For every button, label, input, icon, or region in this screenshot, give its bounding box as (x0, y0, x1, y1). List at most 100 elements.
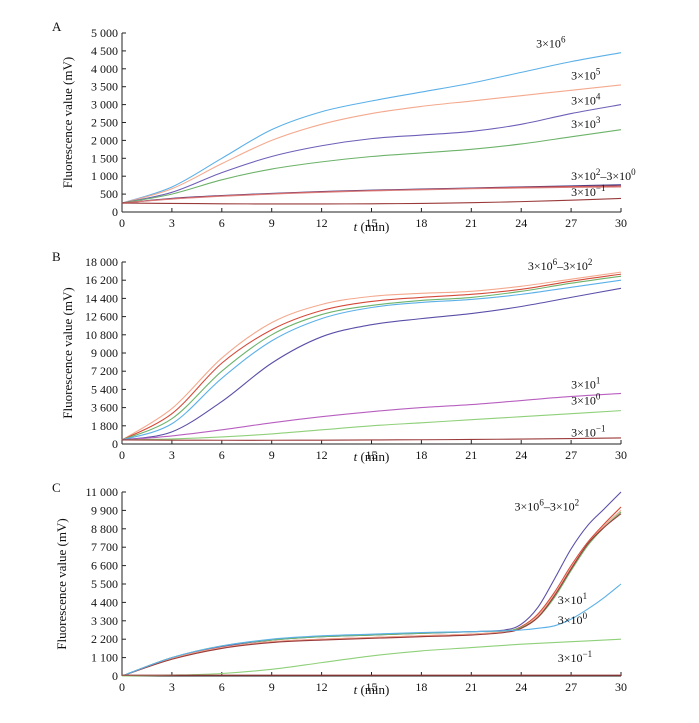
x-tick-label: 27 (565, 680, 577, 694)
series-line-6 (121, 392, 622, 441)
y-tick-label: 5 000 (91, 26, 118, 40)
x-tick-label: 24 (515, 680, 527, 694)
y-tick-label: 14 400 (85, 291, 118, 305)
y-tick-label: 3 000 (91, 98, 118, 112)
y-tick-label: 3 300 (91, 614, 118, 628)
x-tick-label: 9 (269, 216, 275, 230)
y-tick-label: 500 (100, 187, 118, 201)
y-axis-label: Fluorescence value (mV) (60, 287, 75, 418)
series-annotation-4: 3×10−1 (571, 423, 605, 439)
series-annotation-2: 3×105 (571, 67, 601, 83)
y-tick-label: 2 500 (91, 116, 118, 130)
x-tick-label: 24 (515, 448, 527, 462)
series-annotation-2: 3×101 (558, 591, 587, 607)
y-tick-label: 2 000 (91, 133, 118, 147)
x-tick-label: 15 (366, 448, 378, 462)
x-tick-label: 9 (269, 448, 275, 462)
x-axis-label: t (min) (354, 682, 390, 697)
y-tick-label: 16 200 (85, 273, 118, 287)
y-tick-label: 7 700 (91, 540, 118, 554)
x-tick-label: 18 (415, 448, 427, 462)
x-tick-label: 0 (119, 680, 125, 694)
series-line-4 (121, 279, 622, 441)
series-line-3 (121, 104, 622, 204)
x-tick-label: 9 (269, 680, 275, 694)
y-tick-label: 3 500 (91, 80, 118, 94)
series-line-3 (121, 275, 622, 441)
x-tick-label: 30 (615, 680, 627, 694)
x-tick-label: 18 (415, 216, 427, 230)
series-line-5 (121, 287, 622, 441)
series-line-7 (121, 638, 622, 677)
series-annotation-3: 3×100 (558, 611, 588, 627)
y-tick-label: 4 400 (91, 595, 118, 609)
x-axis-label: t (min) (354, 219, 390, 234)
y-tick-label: 8 800 (91, 522, 118, 536)
series-annotation-3: 3×100 (571, 392, 601, 408)
x-tick-label: 12 (316, 448, 328, 462)
series-line-8 (121, 437, 622, 441)
x-tick-label: 3 (169, 680, 175, 694)
y-tick-label: 18 000 (85, 255, 118, 269)
x-tick-label: 18 (415, 680, 427, 694)
y-axis-label: Fluorescence value (mV) (60, 57, 75, 188)
panel-letter: B (52, 249, 61, 264)
series-annotation-1: 3×106–3×102 (515, 497, 580, 513)
series-line-4 (121, 129, 622, 204)
series-annotation-1: 3×106 (536, 34, 566, 50)
panel-b: B 0 1 800 3 600 5 400 7 200 9 000 10 800 12 600 1… (52, 249, 627, 464)
x-tick-label: 30 (615, 448, 627, 462)
x-tick-label: 3 (169, 216, 175, 230)
series-annotation-2: 3×101 (571, 375, 600, 391)
panel-letter: A (52, 19, 62, 34)
series-line-1 (121, 52, 622, 204)
x-tick-label: 0 (119, 216, 125, 230)
series-line-2 (121, 273, 622, 441)
x-tick-label: 21 (465, 448, 477, 462)
x-tick-label: 6 (219, 448, 225, 462)
series-line-1 (121, 491, 622, 677)
series-line-5 (121, 513, 622, 677)
y-tick-label: 9 900 (91, 503, 118, 517)
y-tick-label: 1 100 (91, 651, 118, 665)
y-tick-label: 9 000 (91, 346, 118, 360)
series-line-7 (121, 410, 622, 441)
x-tick-label: 21 (465, 680, 477, 694)
y-tick-label: 11 000 (85, 485, 118, 499)
y-tick-label: 4 000 (91, 62, 118, 76)
y-tick-label: 7 200 (91, 364, 118, 378)
series-annotation-1: 3×106–3×102 (528, 257, 593, 273)
y-tick-label: 2 200 (91, 632, 118, 646)
x-tick-label: 3 (169, 448, 175, 462)
x-tick-label: 24 (515, 216, 527, 230)
series-annotation-4: 3×103 (571, 115, 601, 131)
x-tick-label: 15 (366, 216, 378, 230)
y-tick-label: 4 500 (91, 44, 118, 58)
y-tick-label: 5 500 (91, 577, 118, 591)
series-line-1 (121, 271, 622, 441)
series-annotation-5: 3×102–3×100 (571, 167, 636, 183)
series-line-8 (121, 197, 622, 205)
x-axis-label: t (min) (354, 449, 390, 464)
y-tick-label: 3 600 (91, 401, 118, 415)
x-tick-label: 0 (119, 448, 125, 462)
panel-letter: C (52, 480, 61, 495)
x-tick-label: 12 (316, 680, 328, 694)
y-tick-label: 0 (112, 205, 118, 219)
y-tick-label: 0 (112, 669, 118, 683)
y-tick-label: 0 (112, 437, 118, 451)
series-annotation-3: 3×104 (571, 92, 601, 108)
x-tick-label: 12 (316, 216, 328, 230)
x-tick-label: 6 (219, 216, 225, 230)
x-tick-label: 30 (615, 216, 627, 230)
series-annotation-4: 3×10−1 (558, 649, 592, 665)
y-tick-label: 10 800 (85, 328, 118, 342)
y-tick-label: 6 600 (91, 559, 118, 573)
y-tick-label: 5 400 (91, 382, 118, 396)
y-tick-label: 1 000 (91, 169, 118, 183)
x-tick-label: 15 (366, 680, 378, 694)
x-tick-label: 6 (219, 680, 225, 694)
